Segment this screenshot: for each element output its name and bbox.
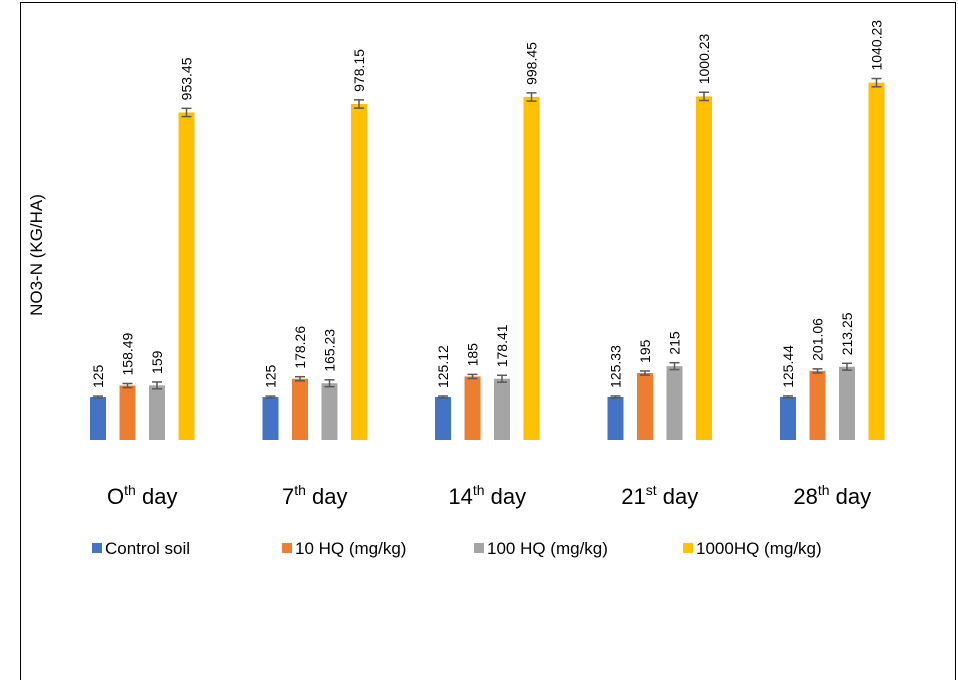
data-label-control-soil-0: 125	[90, 364, 106, 388]
bar-100-hq-mg-kg-1	[321, 383, 338, 440]
x-tick-label-1: 7th day	[282, 482, 348, 509]
bar-1000hq-mg-kg-2	[523, 97, 540, 440]
error-bar-100-hq-mg-kg-4	[842, 362, 852, 371]
legend-swatch-100-hq-mg-kg	[474, 543, 484, 553]
bar-100-hq-mg-kg-0	[149, 385, 165, 440]
x-tick-label-0: Oth day	[107, 482, 177, 509]
legend-label-10-hq-mg-kg: 10 HQ (mg/kg)	[295, 539, 406, 558]
bar-10-hq-mg-kg-0	[119, 385, 136, 440]
data-label-10-hq-mg-kg-4: 201.06	[810, 318, 826, 361]
legend: Control soil 10 HQ (mg/kg) 100 HQ (mg/kg) 1…	[92, 539, 822, 558]
x-tick-label-4: 28th day	[793, 482, 871, 509]
error-bar-control-soil-2	[438, 395, 448, 399]
data-label-100-hq-mg-kg-2: 178.41	[494, 324, 510, 367]
bar-1000hq-mg-kg-3	[696, 96, 712, 440]
bar-10-hq-mg-kg-1	[292, 378, 308, 440]
error-bar-control-soil-3	[610, 395, 621, 399]
data-label-1000hq-mg-kg-2: 998.45	[524, 42, 540, 85]
bar-100-hq-mg-kg-3	[666, 366, 683, 440]
data-label-1000hq-mg-kg-1: 978.15	[351, 49, 367, 92]
legend-swatch-1000hq-mg-kg	[683, 543, 693, 553]
data-label-control-soil-3: 125.33	[608, 345, 624, 388]
bar-control-soil-3	[607, 396, 624, 440]
legend-item-100-hq-mg-kg: 100 HQ (mg/kg)	[474, 539, 608, 558]
bar-100-hq-mg-kg-4	[839, 366, 855, 440]
bar-control-soil-4	[780, 396, 796, 440]
legend-label-100-hq-mg-kg: 100 HQ (mg/kg)	[487, 539, 608, 558]
data-label-control-soil-2: 125.12	[435, 345, 451, 388]
bar-control-soil-2	[435, 397, 451, 440]
legend-swatch-10-hq-mg-kg	[282, 543, 292, 553]
error-bar-1000hq-mg-kg-4	[871, 77, 882, 88]
legend-swatch-control-soil	[92, 543, 102, 553]
data-label-1000hq-mg-kg-3: 1000.23	[696, 33, 712, 84]
legend-label-control-soil: Control soil	[105, 539, 190, 558]
legend-item-10-hq-mg-kg: 10 HQ (mg/kg)	[282, 539, 406, 558]
legend-item-control-soil: Control soil	[92, 539, 190, 558]
error-bar-10-hq-mg-kg-1	[295, 375, 305, 382]
error-bar-10-hq-mg-kg-3	[640, 370, 650, 376]
error-bar-control-soil-4	[783, 395, 793, 399]
data-label-10-hq-mg-kg-3: 195	[637, 339, 653, 363]
data-label-1000hq-mg-kg-0: 953.45	[179, 57, 195, 100]
error-bar-100-hq-mg-kg-2	[497, 374, 507, 383]
bar-10-hq-mg-kg-4	[809, 370, 826, 440]
error-bar-100-hq-mg-kg-3	[669, 361, 680, 371]
data-label-100-hq-mg-kg-0: 159	[149, 350, 165, 374]
error-bar-10-hq-mg-kg-2	[467, 373, 478, 380]
x-axis-labels: Oth day 7th day 14th day 21st day 28th day	[107, 482, 871, 509]
error-bar-100-hq-mg-kg-1	[324, 379, 335, 388]
error-bar-control-soil-1	[265, 395, 276, 399]
error-bars-layer	[93, 77, 882, 399]
x-tick-label-3: 21st day	[621, 482, 698, 509]
data-label-10-hq-mg-kg-1: 178.26	[292, 326, 308, 369]
error-bar-1000hq-mg-kg-3	[699, 91, 709, 102]
error-bar-1000hq-mg-kg-0	[181, 107, 192, 118]
data-labels-layer: 125 125 125.12 125.33 125.44 158.49 178.26 185 1…	[90, 20, 885, 388]
error-bar-1000hq-mg-kg-1	[354, 99, 364, 109]
x-tick-label-2: 14th day	[448, 482, 526, 509]
bar-1000hq-mg-kg-4	[868, 82, 885, 441]
y-axis-label: NO3-N (KG/HA)	[27, 194, 46, 316]
data-label-control-soil-1: 125	[263, 364, 279, 388]
bar-1000hq-mg-kg-1	[351, 103, 367, 441]
bar-10-hq-mg-kg-2	[464, 376, 481, 440]
bar-100-hq-mg-kg-2	[494, 378, 510, 440]
data-label-100-hq-mg-kg-1: 165.23	[322, 329, 338, 372]
error-bar-10-hq-mg-kg-0	[122, 382, 133, 389]
data-label-control-soil-4: 125.44	[780, 345, 796, 388]
bar-10-hq-mg-kg-3	[637, 373, 653, 440]
error-bar-control-soil-0	[93, 395, 103, 399]
error-bar-1000hq-mg-kg-2	[526, 92, 537, 102]
data-label-10-hq-mg-kg-0: 158.49	[120, 332, 136, 375]
data-label-10-hq-mg-kg-2: 185	[465, 343, 481, 367]
data-label-100-hq-mg-kg-3: 215	[667, 331, 683, 355]
bars-layer	[90, 82, 885, 441]
error-bar-100-hq-mg-kg-0	[152, 381, 162, 390]
error-bar-10-hq-mg-kg-4	[812, 368, 823, 374]
bar-1000hq-mg-kg-0	[178, 112, 195, 441]
data-label-100-hq-mg-kg-4: 213.25	[839, 312, 855, 355]
bar-control-soil-0	[90, 397, 106, 440]
legend-label-1000hq-mg-kg: 1000HQ (mg/kg)	[696, 539, 822, 558]
data-label-1000hq-mg-kg-4: 1040.23	[869, 20, 885, 71]
chart-frame	[20, 2, 956, 680]
legend-item-1000hq-mg-kg: 1000HQ (mg/kg)	[683, 539, 822, 558]
bar-control-soil-1	[262, 397, 279, 440]
